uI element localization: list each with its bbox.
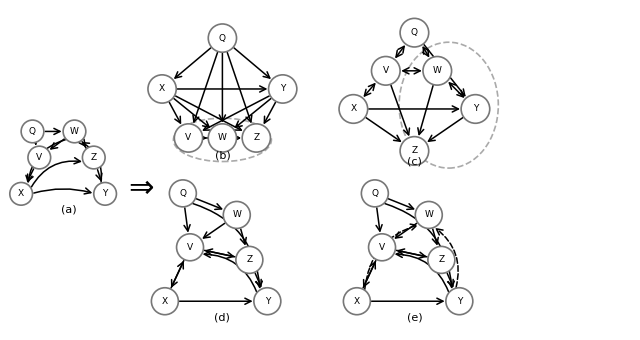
Text: (b): (b) [214, 151, 230, 160]
Text: Y: Y [457, 297, 462, 306]
Circle shape [242, 124, 271, 152]
Circle shape [208, 124, 237, 152]
Circle shape [400, 137, 429, 165]
Text: V: V [186, 134, 191, 142]
Text: X: X [162, 297, 168, 306]
Text: W: W [218, 134, 227, 142]
Text: Y: Y [473, 104, 478, 114]
Text: $\Rightarrow$: $\Rightarrow$ [123, 172, 155, 202]
Circle shape [344, 288, 371, 315]
Circle shape [223, 202, 250, 228]
Text: Q: Q [29, 127, 36, 136]
Text: Z: Z [91, 153, 97, 162]
Text: Y: Y [280, 84, 285, 94]
Circle shape [174, 124, 203, 152]
Circle shape [423, 56, 452, 85]
Circle shape [461, 95, 490, 123]
Circle shape [10, 183, 33, 205]
Circle shape [21, 120, 44, 143]
Text: V: V [383, 66, 389, 75]
Circle shape [152, 288, 179, 315]
Text: X: X [354, 297, 360, 306]
Circle shape [362, 180, 388, 207]
Text: (e): (e) [406, 313, 422, 323]
Text: X: X [350, 104, 356, 114]
Circle shape [170, 180, 196, 207]
Circle shape [400, 18, 429, 47]
Text: W: W [433, 66, 442, 75]
Text: X: X [159, 84, 165, 94]
Text: W: W [232, 210, 241, 219]
Text: (d): (d) [214, 313, 230, 323]
Text: Q: Q [219, 34, 226, 42]
Circle shape [63, 120, 86, 143]
Circle shape [148, 75, 176, 103]
Circle shape [208, 24, 237, 52]
Text: Y: Y [265, 297, 270, 306]
Text: Z: Z [246, 255, 252, 265]
Circle shape [415, 202, 442, 228]
Text: V: V [36, 153, 42, 162]
Text: W: W [424, 210, 433, 219]
Circle shape [339, 95, 367, 123]
Circle shape [177, 234, 204, 261]
Text: Q: Q [179, 189, 186, 198]
Circle shape [28, 146, 51, 169]
Circle shape [269, 75, 297, 103]
Text: X: X [18, 189, 24, 198]
Text: W: W [70, 127, 79, 136]
Circle shape [254, 288, 281, 315]
Circle shape [236, 246, 263, 273]
Circle shape [371, 56, 400, 85]
Text: V: V [187, 243, 193, 252]
Circle shape [446, 288, 473, 315]
Circle shape [83, 146, 105, 169]
Text: Q: Q [411, 28, 418, 37]
Text: Z: Z [438, 255, 444, 265]
Circle shape [369, 234, 396, 261]
Circle shape [93, 183, 116, 205]
Text: (c): (c) [407, 156, 422, 166]
Text: Z: Z [412, 147, 417, 155]
Text: Y: Y [102, 189, 108, 198]
Text: (a): (a) [61, 204, 77, 214]
Circle shape [428, 246, 455, 273]
Text: Q: Q [371, 189, 378, 198]
Text: V: V [379, 243, 385, 252]
Text: Z: Z [253, 134, 259, 142]
